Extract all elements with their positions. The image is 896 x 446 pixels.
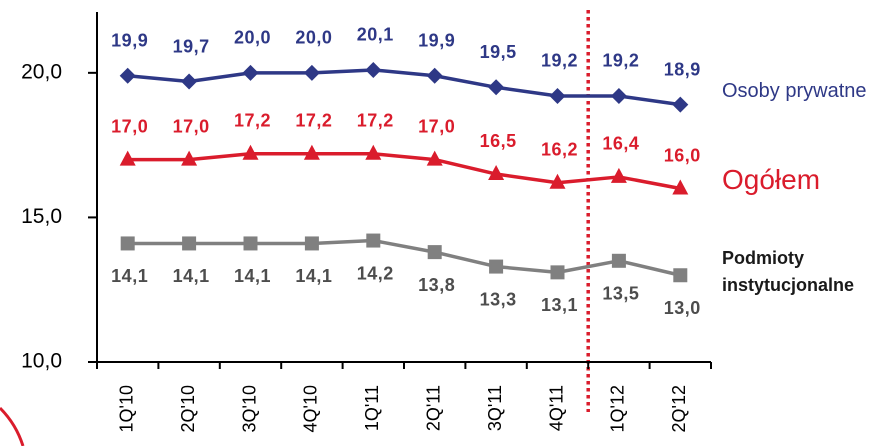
data-label: 19,9	[111, 30, 148, 50]
x-tick-label: 2Q'12	[669, 385, 689, 432]
x-tick-label: 1Q'12	[608, 385, 628, 432]
data-point	[610, 167, 627, 183]
data-label: 19,5	[480, 42, 517, 62]
data-label: 19,2	[602, 51, 639, 71]
data-label: 14,1	[234, 266, 271, 286]
data-point	[672, 96, 689, 113]
data-point	[120, 236, 135, 251]
decorative-arc	[0, 406, 25, 446]
y-tick-label: 15,0	[21, 205, 62, 228]
data-label: 14,1	[295, 266, 332, 286]
x-tick-label: 3Q'11	[485, 385, 505, 431]
data-label: 13,8	[418, 275, 455, 295]
data-point	[426, 67, 443, 84]
x-tick-label: 4Q'11	[546, 385, 566, 431]
data-point	[182, 236, 197, 251]
data-label: 13,0	[664, 298, 701, 318]
data-point	[303, 64, 320, 81]
data-label: 20,1	[357, 25, 394, 45]
data-point	[303, 144, 320, 160]
data-label: 14,1	[111, 266, 148, 286]
x-tick-label: 1Q'11	[362, 385, 382, 431]
x-tick-label: 4Q'10	[301, 385, 321, 432]
x-tick-label: 2Q'10	[178, 385, 198, 432]
data-point	[181, 150, 198, 166]
data-label: 18,9	[664, 59, 701, 79]
data-point	[488, 79, 505, 96]
series-label-ogolem: Ogółem	[722, 164, 821, 195]
data-label: 13,3	[480, 289, 517, 309]
data-label: 20,0	[234, 28, 271, 48]
data-point	[181, 73, 198, 90]
data-label: 19,7	[173, 36, 210, 56]
data-point	[242, 64, 259, 81]
data-label: 19,9	[418, 30, 455, 50]
data-label: 17,2	[295, 111, 332, 131]
data-label: 17,0	[111, 116, 148, 136]
data-point	[611, 253, 626, 268]
data-point	[672, 179, 689, 195]
data-label: 20,0	[295, 28, 332, 48]
data-label: 13,1	[541, 295, 578, 315]
data-point	[243, 236, 258, 251]
series-label-osoby-prywatne: Osoby prywatne	[722, 80, 867, 102]
x-tick-label: 2Q'11	[423, 385, 443, 431]
data-label: 17,2	[357, 111, 394, 131]
data-label: 16,4	[602, 134, 639, 154]
y-tick-label: 20,0	[21, 60, 62, 83]
data-label: 17,0	[173, 116, 210, 136]
data-label: 13,5	[602, 284, 639, 304]
data-point	[119, 150, 136, 166]
data-label: 16,2	[541, 139, 578, 159]
data-point	[549, 173, 566, 189]
data-point	[365, 144, 382, 160]
data-label: 16,5	[480, 131, 517, 151]
data-label: 17,0	[418, 116, 455, 136]
data-label: 14,2	[357, 263, 394, 283]
series-line-0	[127, 68, 681, 107]
data-point	[610, 87, 627, 104]
y-tick-label: 10,0	[21, 350, 62, 373]
data-point	[366, 233, 381, 248]
data-point	[365, 61, 382, 78]
data-point	[550, 265, 565, 280]
data-point	[673, 268, 688, 283]
data-label: 19,2	[541, 51, 578, 71]
series-label-podmioty-instytucjonalne: Podmioty instytucjonalne	[722, 248, 855, 295]
data-label: 17,2	[234, 111, 271, 131]
series-line-1	[127, 152, 681, 191]
data-point	[426, 150, 443, 166]
x-tick-label: 3Q'10	[239, 385, 259, 432]
data-point	[119, 67, 136, 84]
data-label: 16,0	[664, 145, 701, 165]
data-point	[304, 236, 319, 251]
data-point	[242, 144, 259, 160]
data-label: 14,1	[173, 266, 210, 286]
series-line-2	[127, 238, 681, 277]
data-point	[549, 87, 566, 104]
data-point	[489, 259, 504, 274]
x-tick-label: 1Q'10	[116, 385, 136, 432]
data-point	[488, 165, 505, 181]
data-point	[427, 245, 442, 260]
